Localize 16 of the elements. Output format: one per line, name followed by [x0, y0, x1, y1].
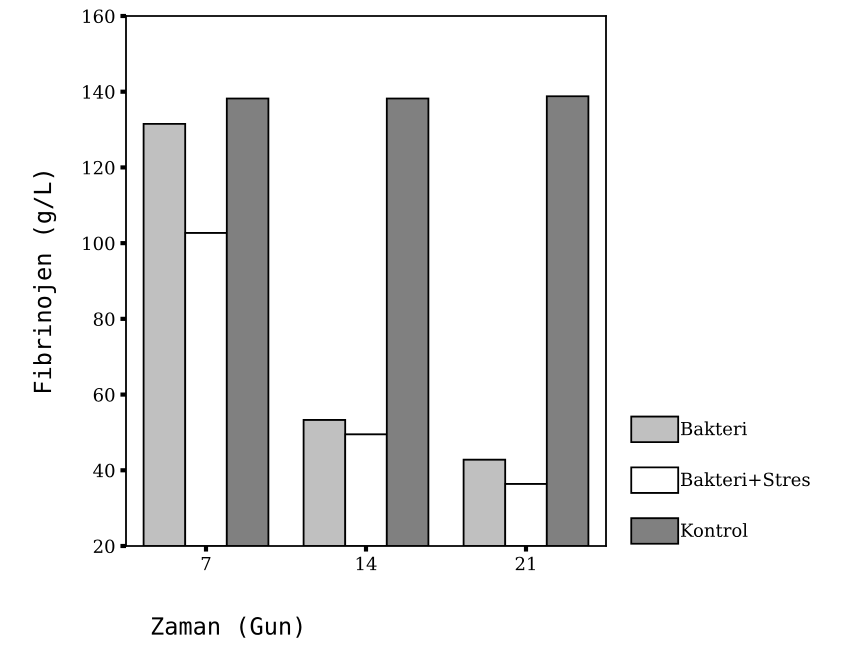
legend-label: Kontrol	[680, 523, 748, 538]
y-tick-label: 120	[83, 160, 114, 175]
x-tick-label: 7	[202, 556, 210, 570]
y-tick-label: 60	[94, 388, 114, 402]
y-tick-label: 40	[93, 464, 114, 478]
y-tick-label: 100	[83, 236, 114, 250]
x-tick-label: 14	[356, 556, 377, 570]
y-tick-label: 160	[83, 9, 114, 24]
y-tick-label: 20	[94, 539, 114, 554]
y-tick-label: 140	[83, 85, 114, 99]
x-tick-label: 21	[516, 556, 535, 570]
y-axis-title: Fibrinojen (g/L)	[33, 172, 56, 392]
legend-label: Bakteri+Stres	[680, 472, 810, 486]
legend-label: Bakteri	[680, 421, 747, 436]
x-axis-title: Zaman (Gun)	[152, 616, 302, 638]
y-tick-label: 80	[94, 312, 114, 326]
